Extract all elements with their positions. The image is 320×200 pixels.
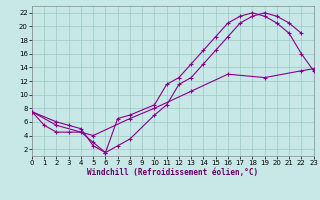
- X-axis label: Windchill (Refroidissement éolien,°C): Windchill (Refroidissement éolien,°C): [87, 168, 258, 177]
